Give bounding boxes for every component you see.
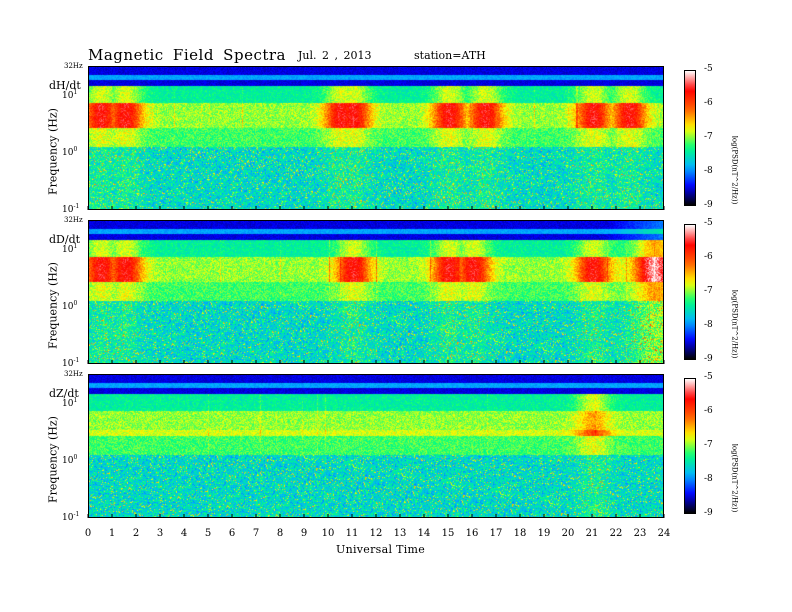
x-tick-label: 24 — [657, 528, 671, 539]
spectrogram-canvas-dz — [89, 375, 663, 517]
x-tick-label: 8 — [276, 528, 284, 539]
spectrogram-panel-dh — [88, 66, 664, 210]
y-top-label-1: 32Hz — [64, 62, 83, 70]
colorbar-tick-label: -5 — [704, 372, 713, 382]
x-tick-label: 21 — [585, 528, 599, 539]
x-axis-label: Universal Time — [336, 543, 426, 556]
colorbar-tick-label: -5 — [704, 218, 713, 228]
colorbar-tick-label: -5 — [704, 64, 713, 74]
colorbar-tick-label: -7 — [704, 286, 713, 296]
x-tick-label: 6 — [228, 528, 236, 539]
panel-label-dz: dZ/dt — [49, 387, 79, 400]
chart-title: Magnetic Field Spectra — [88, 46, 286, 64]
x-tick-label: 4 — [180, 528, 188, 539]
x-tick-label: 23 — [633, 528, 647, 539]
colorbar-1 — [684, 70, 696, 206]
x-tick-label: 16 — [465, 528, 479, 539]
spectrogram-canvas-dd — [89, 221, 663, 363]
y-tick-label: 101 — [62, 243, 78, 255]
x-tick-label: 13 — [393, 528, 407, 539]
x-tick-label: 0 — [84, 528, 92, 539]
x-tick-label: 12 — [369, 528, 383, 539]
colorbar-tick-label: -9 — [704, 354, 713, 364]
x-tick-label: 19 — [537, 528, 551, 539]
y-top-label-2: 32Hz — [64, 216, 83, 224]
colorbar-tick-label: -9 — [704, 508, 713, 518]
colorbar-tick-label: -6 — [704, 406, 713, 416]
colorbar-2 — [684, 224, 696, 360]
colorbar-tick-label: -7 — [704, 132, 713, 142]
x-tick-label: 3 — [156, 528, 164, 539]
colorbar-tick-label: -8 — [704, 320, 713, 330]
chart-date: Jul. 2 , 2013 — [298, 49, 372, 62]
x-tick-label: 18 — [513, 528, 527, 539]
panel-label-dh: dH/dt — [49, 79, 81, 92]
x-tick-label: 5 — [204, 528, 212, 539]
x-tick-label: 1 — [108, 528, 116, 539]
colorbar-tick-label: -6 — [704, 98, 713, 108]
x-tick-label: 11 — [345, 528, 359, 539]
x-tick-label: 22 — [609, 528, 623, 539]
y-tick-label: 100 — [62, 146, 78, 158]
spectrogram-panel-dz — [88, 374, 664, 518]
x-tick-label: 7 — [252, 528, 260, 539]
colorbar-3 — [684, 378, 696, 514]
y-top-label-3: 32Hz — [64, 370, 83, 378]
colorbar-tick-label: -7 — [704, 440, 713, 450]
colorbar-tick-label: -9 — [704, 200, 713, 210]
x-tick-label: 9 — [300, 528, 308, 539]
x-tick-label: 17 — [489, 528, 503, 539]
y-tick-label: 100 — [62, 300, 78, 312]
y-tick-label: 10-1 — [62, 357, 80, 369]
y-tick-label: 100 — [62, 454, 78, 466]
x-tick-label: 2 — [132, 528, 140, 539]
colorbar-tick-label: -8 — [704, 474, 713, 484]
y-tick-label: 10-1 — [62, 511, 80, 523]
y-tick-label: 101 — [62, 397, 78, 409]
x-tick-label: 20 — [561, 528, 575, 539]
y-tick-label: 10-1 — [62, 203, 80, 215]
panel-label-dd: dD/dt — [49, 233, 81, 246]
colorbar-tick-label: -6 — [704, 252, 713, 262]
colorbar-tick-label: -8 — [704, 166, 713, 176]
x-tick-label: 14 — [417, 528, 431, 539]
spectrogram-panel-dd — [88, 220, 664, 364]
x-tick-label: 15 — [441, 528, 455, 539]
y-tick-label: 101 — [62, 89, 78, 101]
chart-station: station=ATH — [414, 49, 486, 62]
x-tick-label: 10 — [321, 528, 335, 539]
spectrogram-canvas-dh — [89, 67, 663, 209]
